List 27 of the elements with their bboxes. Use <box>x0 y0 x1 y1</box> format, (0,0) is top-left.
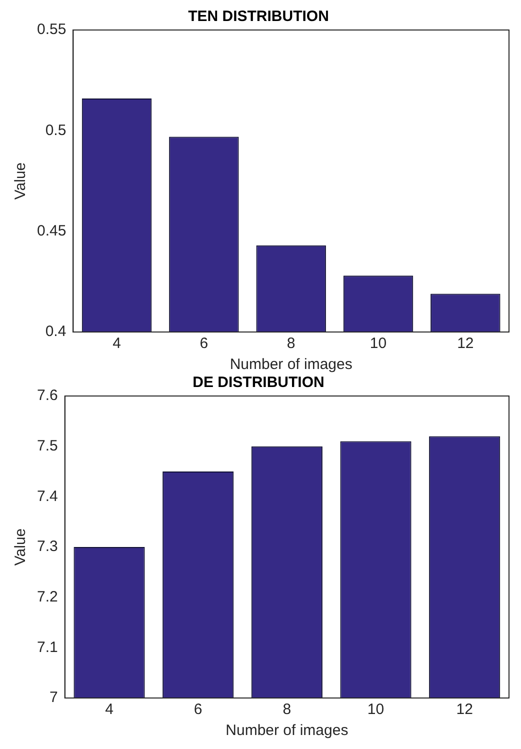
x-tick-label: 10 <box>367 701 384 718</box>
y-tick-label: 0.55 <box>36 21 66 38</box>
x-axis-title: Number of images <box>226 722 348 740</box>
chart-title: DE DISTRIBUTION <box>192 374 324 392</box>
y-axis-title: Value <box>12 162 30 200</box>
y-tick-label: 7.6 <box>36 387 58 404</box>
x-tick-label: 4 <box>105 701 114 718</box>
y-tick-label: 7 <box>50 689 58 706</box>
y-tick-label: 7.5 <box>36 437 58 454</box>
x-tick-label: 8 <box>286 335 296 352</box>
x-axis-title: Number of images <box>230 356 352 374</box>
y-tick-label: 0.45 <box>36 222 66 240</box>
y-tick-label: 7.2 <box>36 588 58 606</box>
y-axis-title: Value <box>12 528 30 566</box>
x-tick-label: 6 <box>194 701 202 718</box>
x-tick-label: 8 <box>282 701 292 718</box>
x-tick-label: 12 <box>457 335 474 352</box>
x-tick-label: 4 <box>112 335 121 352</box>
x-tick-label: 10 <box>370 335 387 352</box>
y-tick-label: 7.1 <box>36 638 58 656</box>
y-tick-label: 0.5 <box>45 122 66 139</box>
x-tick-label: 12 <box>456 701 473 718</box>
y-tick-label: 0.4 <box>45 323 66 340</box>
y-tick-label: 7.3 <box>36 538 58 556</box>
y-tick-label: 7.4 <box>36 488 58 505</box>
chart-title: TEN DISTRIBUTION <box>188 8 329 26</box>
x-tick-label: 6 <box>200 335 208 352</box>
